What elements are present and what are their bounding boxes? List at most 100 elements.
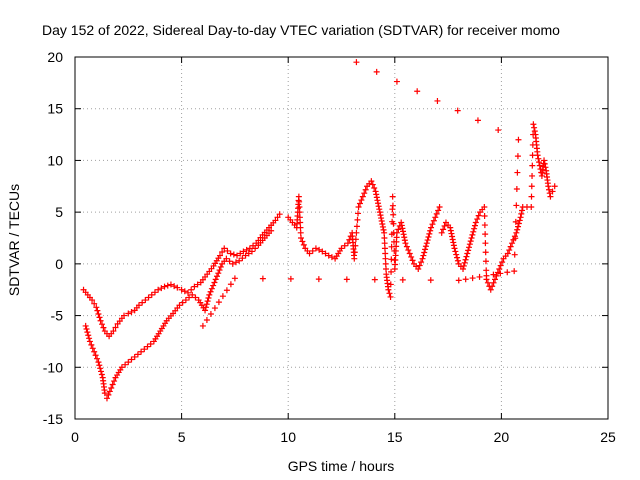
data-point	[361, 190, 368, 197]
data-point	[414, 88, 421, 95]
data-point	[207, 311, 214, 318]
data-point	[131, 353, 138, 360]
data-point	[509, 240, 516, 247]
data-point	[492, 276, 499, 283]
data-point	[239, 255, 246, 262]
data-point	[536, 159, 543, 166]
data-point	[472, 219, 479, 226]
data-point	[405, 247, 412, 254]
data-point	[374, 197, 381, 204]
data-point	[91, 300, 98, 307]
axis-ticks: 0 5 10 15 20 25 -15 -10 -5 0 5 10 15 20	[43, 49, 616, 445]
data-point	[529, 152, 536, 159]
data-point	[460, 262, 467, 269]
data-point	[420, 252, 427, 259]
data-point	[504, 269, 511, 276]
data-point	[441, 222, 448, 229]
data-point	[514, 169, 521, 176]
data-point	[237, 250, 244, 257]
data-point	[453, 251, 460, 258]
data-point	[484, 279, 491, 286]
data-point	[529, 162, 536, 169]
data-point	[422, 243, 429, 250]
data-point	[110, 328, 117, 335]
data-point	[375, 203, 382, 210]
y-tick-label: 20	[47, 49, 63, 65]
data-point	[447, 227, 454, 234]
data-point	[217, 263, 224, 270]
data-point	[373, 194, 380, 201]
data-point	[108, 384, 115, 391]
data-point	[83, 326, 90, 333]
data-point	[534, 152, 541, 159]
data-point	[482, 249, 489, 256]
x-tick-label: 25	[600, 429, 616, 445]
data-point	[316, 246, 323, 253]
data-point	[242, 252, 249, 259]
data-point	[105, 391, 112, 398]
data-point	[390, 220, 397, 227]
data-point	[99, 321, 106, 328]
data-point	[536, 162, 543, 169]
data-point	[355, 203, 362, 210]
data-point	[385, 286, 392, 293]
data-point	[551, 183, 558, 190]
data-point	[387, 281, 394, 288]
data-point	[487, 286, 494, 293]
data-point	[467, 238, 474, 245]
data-point	[121, 312, 128, 319]
data-point	[481, 213, 488, 220]
data-point	[204, 298, 211, 305]
data-point	[276, 211, 283, 218]
data-point	[341, 242, 348, 249]
data-point	[351, 255, 358, 262]
data-point	[400, 231, 407, 238]
data-point	[355, 210, 362, 217]
data-point	[427, 227, 434, 234]
data-point	[296, 209, 303, 216]
data-point	[418, 259, 425, 266]
data-point	[499, 259, 506, 266]
data-point	[351, 249, 358, 256]
data-point	[541, 157, 548, 164]
data-point	[493, 272, 500, 279]
data-point	[148, 291, 155, 298]
data-point	[483, 272, 490, 279]
data-point	[174, 284, 181, 291]
data-point	[215, 270, 222, 277]
data-point	[207, 288, 214, 295]
data-point	[213, 273, 220, 280]
data-point	[315, 276, 322, 283]
data-point	[287, 275, 294, 282]
data-point	[202, 307, 209, 314]
data-series	[285, 178, 443, 300]
data-point	[381, 245, 388, 252]
data-point	[423, 240, 430, 247]
data-point	[95, 359, 102, 366]
data-point	[393, 229, 400, 236]
data-point	[103, 395, 110, 402]
data-point	[236, 257, 243, 264]
data-point	[296, 198, 303, 205]
data-point	[531, 128, 538, 135]
data-point	[111, 378, 118, 385]
data-point	[547, 193, 554, 200]
data-point	[462, 256, 469, 263]
data-point	[531, 124, 538, 131]
data-point	[375, 200, 382, 207]
x-tick-label: 15	[387, 429, 403, 445]
data-point	[490, 279, 497, 286]
data-point	[408, 253, 415, 260]
y-tick-label: 0	[55, 256, 63, 272]
data-point	[482, 231, 489, 238]
data-point	[497, 270, 504, 277]
data-point	[92, 352, 99, 359]
data-point	[219, 293, 226, 300]
data-point	[295, 193, 302, 200]
data-point	[514, 153, 521, 160]
data-point	[224, 247, 231, 254]
data-point	[248, 248, 255, 255]
data-point	[401, 237, 408, 244]
data-point	[352, 242, 359, 249]
